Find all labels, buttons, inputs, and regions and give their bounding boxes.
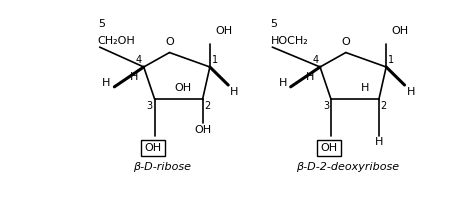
Text: OH: OH <box>174 83 191 93</box>
Text: OH: OH <box>145 143 162 153</box>
Text: H: H <box>361 83 370 93</box>
Text: O: O <box>165 37 174 47</box>
Text: 5: 5 <box>98 19 105 29</box>
Text: 1: 1 <box>388 55 394 65</box>
Text: 5: 5 <box>271 19 277 29</box>
Text: 3: 3 <box>323 101 329 111</box>
Text: OH: OH <box>194 125 211 135</box>
Text: H: H <box>306 72 315 82</box>
Text: OH: OH <box>392 26 409 36</box>
Bar <box>141 140 165 156</box>
Text: H: H <box>406 87 415 97</box>
Text: 2: 2 <box>381 101 387 111</box>
Text: HOCH₂: HOCH₂ <box>271 36 308 46</box>
Text: H: H <box>130 72 138 82</box>
Text: OH: OH <box>215 26 233 36</box>
Text: 1: 1 <box>212 55 218 65</box>
Text: H: H <box>102 78 110 88</box>
Text: H: H <box>230 87 238 97</box>
Bar <box>317 140 341 156</box>
Text: 4: 4 <box>312 55 318 65</box>
Text: CH₂OH: CH₂OH <box>98 36 136 46</box>
Text: β-D-ribose: β-D-ribose <box>133 162 191 172</box>
Text: OH: OH <box>321 143 338 153</box>
Text: 4: 4 <box>136 55 142 65</box>
Text: O: O <box>341 37 350 47</box>
Text: 3: 3 <box>147 101 153 111</box>
Text: H: H <box>374 138 383 147</box>
Text: β-D-2-deoxyribose: β-D-2-deoxyribose <box>296 162 399 172</box>
Text: 2: 2 <box>204 101 210 111</box>
Text: H: H <box>279 78 287 88</box>
